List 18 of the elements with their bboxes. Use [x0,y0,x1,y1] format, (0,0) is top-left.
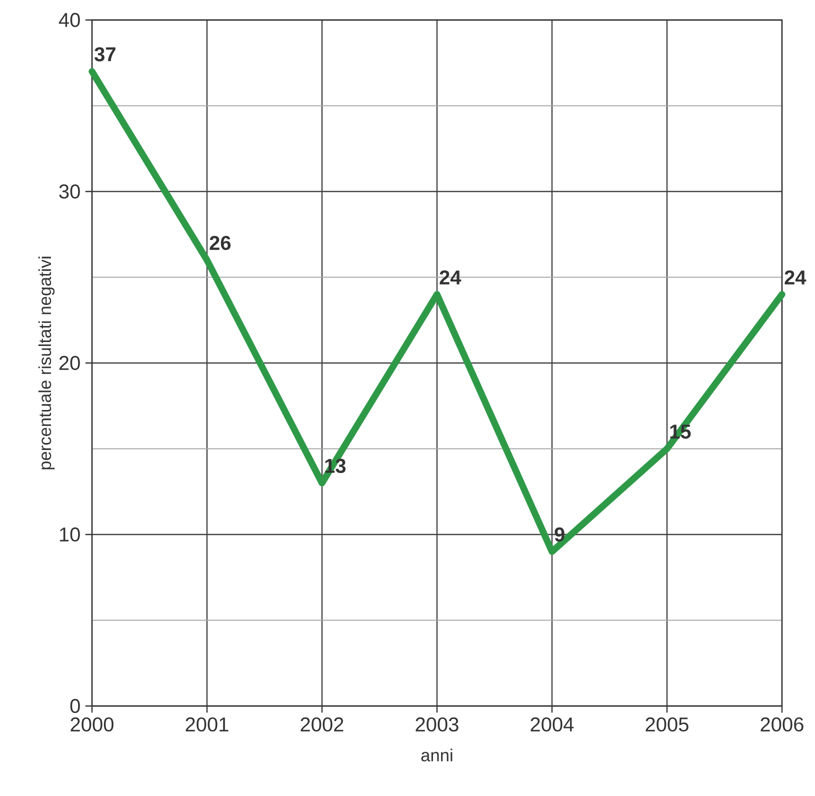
x-tick-label: 2001 [186,717,228,732]
x-tick-label: 2000 [70,717,114,732]
data-label: 37 [94,47,116,62]
x-tick-label: 2004 [530,717,574,732]
x-tick-label: 2006 [760,717,804,732]
data-label: 24 [440,270,462,284]
y-tick-label: 30 [59,184,80,199]
y-axis-title: percentuale risultati negativi [38,256,55,470]
y-tick-label: 10 [60,527,80,542]
data-label: 26 [210,236,231,250]
x-tick-label: 2005 [646,717,688,732]
x-tick-label: 2002 [300,717,344,732]
y-tick-label: 40 [58,12,80,28]
y-tick-label: 0 [70,698,80,714]
data-label: 24 [784,270,806,284]
x-axis-title: anni [421,748,452,762]
y-tick-label: 20 [59,356,80,370]
x-tick-label: 2003 [416,717,458,732]
